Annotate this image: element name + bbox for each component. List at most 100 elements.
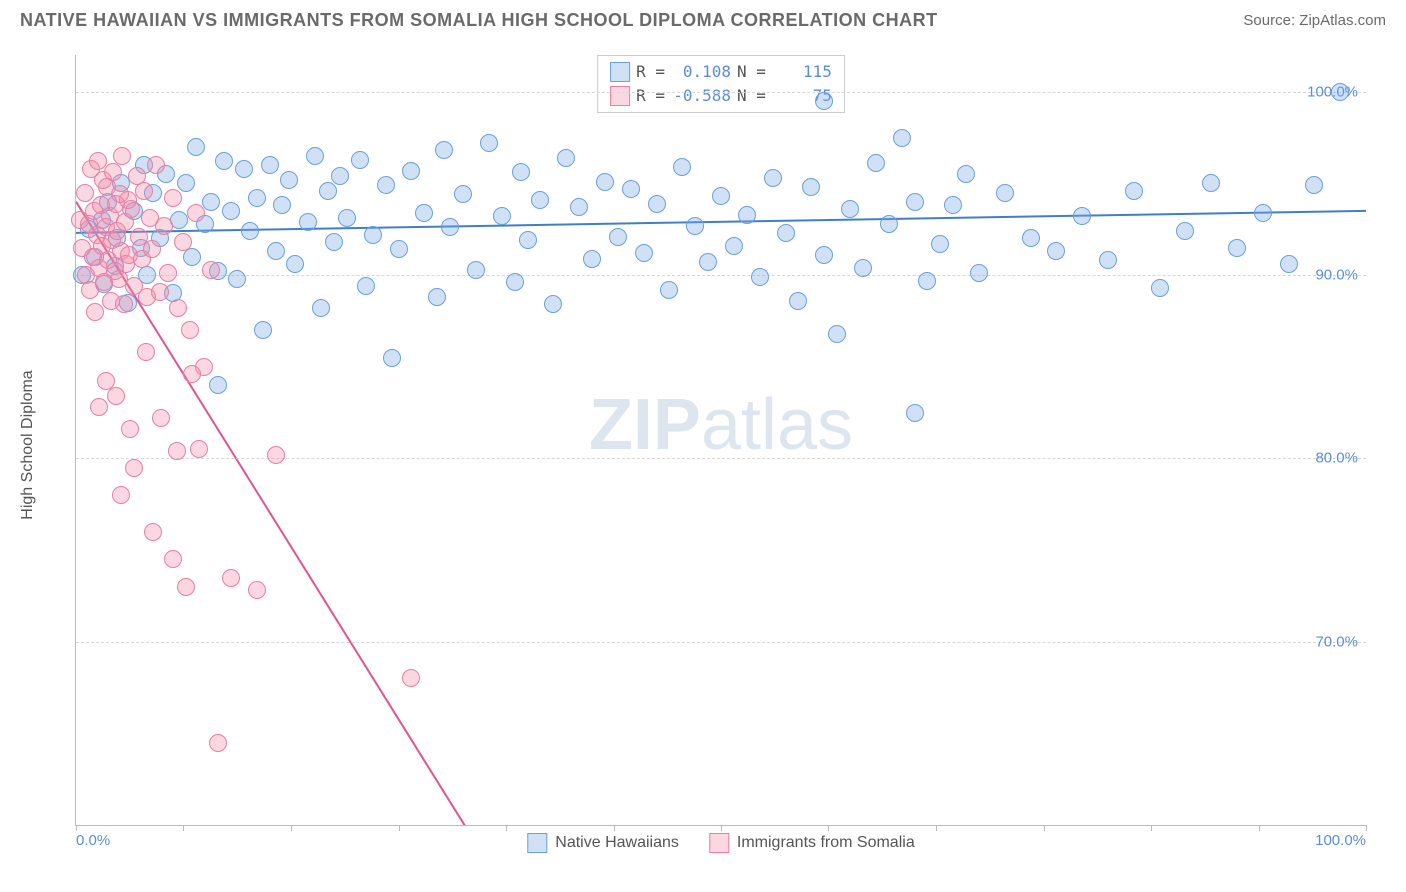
point-native-hawaiian: [390, 240, 408, 258]
point-native-hawaiian: [273, 196, 291, 214]
chart-source: Source: ZipAtlas.com: [1243, 12, 1386, 29]
point-native-hawaiian: [235, 160, 253, 178]
x-tick-mark: [399, 825, 400, 831]
point-somalia: [122, 200, 140, 218]
watermark-bold: ZIP: [589, 385, 701, 465]
point-native-hawaiian: [428, 288, 446, 306]
x-tick-mark: [721, 825, 722, 831]
point-native-hawaiian: [454, 185, 472, 203]
point-native-hawaiian: [1047, 242, 1065, 260]
point-native-hawaiian: [789, 292, 807, 310]
point-native-hawaiian: [815, 92, 833, 110]
point-somalia: [187, 204, 205, 222]
point-native-hawaiian: [957, 165, 975, 183]
stats-row-2: R = -0.588 N = 75: [610, 84, 832, 108]
point-native-hawaiian: [377, 176, 395, 194]
point-native-hawaiian: [512, 163, 530, 181]
point-native-hawaiian: [596, 173, 614, 191]
point-somalia: [267, 446, 285, 464]
watermark-rest: atlas: [701, 385, 853, 465]
x-tick-max: 100.0%: [1315, 832, 1366, 849]
point-native-hawaiian: [1073, 207, 1091, 225]
point-native-hawaiian: [1099, 251, 1117, 269]
point-somalia: [151, 283, 169, 301]
point-native-hawaiian: [402, 162, 420, 180]
point-native-hawaiian: [583, 250, 601, 268]
point-native-hawaiian: [712, 187, 730, 205]
point-somalia: [115, 295, 133, 313]
point-somalia: [190, 440, 208, 458]
point-native-hawaiian: [725, 237, 743, 255]
legend-bottom-label-2: Immigrants from Somalia: [737, 834, 915, 852]
legend-item-1: Native Hawaiians: [527, 833, 679, 853]
point-somalia: [202, 261, 220, 279]
legend-swatch-1: [610, 62, 630, 82]
point-native-hawaiian: [280, 171, 298, 189]
n-label-1: N =: [737, 60, 766, 84]
point-somalia: [135, 182, 153, 200]
point-native-hawaiian: [267, 242, 285, 260]
point-native-hawaiian: [1228, 239, 1246, 257]
point-somalia: [143, 240, 161, 258]
point-native-hawaiian: [209, 376, 227, 394]
point-somalia: [209, 734, 227, 752]
point-somalia: [144, 523, 162, 541]
point-native-hawaiian: [751, 268, 769, 286]
point-native-hawaiian: [441, 218, 459, 236]
point-native-hawaiian: [1202, 174, 1220, 192]
point-somalia: [121, 420, 139, 438]
point-native-hawaiian: [306, 147, 324, 165]
point-native-hawaiian: [299, 213, 317, 231]
x-tick-mark: [1044, 825, 1045, 831]
point-native-hawaiian: [364, 226, 382, 244]
point-somalia: [137, 343, 155, 361]
bottom-legend: Native Hawaiians Immigrants from Somalia: [527, 833, 914, 853]
point-native-hawaiian: [944, 196, 962, 214]
point-native-hawaiian: [931, 235, 949, 253]
point-native-hawaiian: [738, 206, 756, 224]
point-native-hawaiian: [673, 158, 691, 176]
y-tick-label: 70.0%: [1315, 633, 1358, 650]
point-somalia: [168, 442, 186, 460]
point-somalia: [155, 217, 173, 235]
point-native-hawaiian: [867, 154, 885, 172]
r-label-1: R =: [636, 60, 665, 84]
point-native-hawaiian: [177, 174, 195, 192]
point-somalia: [147, 156, 165, 174]
point-somalia: [86, 303, 104, 321]
point-native-hawaiian: [893, 129, 911, 147]
point-native-hawaiian: [686, 217, 704, 235]
chart-header: NATIVE HAWAIIAN VS IMMIGRANTS FROM SOMAL…: [0, 0, 1406, 36]
point-native-hawaiian: [357, 277, 375, 295]
chart-title: NATIVE HAWAIIAN VS IMMIGRANTS FROM SOMAL…: [20, 10, 938, 31]
point-native-hawaiian: [480, 134, 498, 152]
point-native-hawaiian: [699, 253, 717, 271]
plot-area: ZIPatlas R = 0.108 N = 115 R = -0.588 N …: [75, 55, 1366, 826]
source-label: Source:: [1243, 12, 1295, 29]
point-native-hawaiian: [531, 191, 549, 209]
x-tick-mark: [614, 825, 615, 831]
point-native-hawaiian: [467, 261, 485, 279]
point-native-hawaiian: [519, 231, 537, 249]
stats-legend: R = 0.108 N = 115 R = -0.588 N = 75: [597, 55, 845, 113]
gridline: [76, 92, 1366, 93]
point-native-hawaiian: [1022, 229, 1040, 247]
point-somalia: [164, 550, 182, 568]
point-somalia: [107, 387, 125, 405]
x-tick-mark: [936, 825, 937, 831]
point-native-hawaiian: [312, 299, 330, 317]
point-native-hawaiian: [1151, 279, 1169, 297]
point-native-hawaiian: [609, 228, 627, 246]
point-somalia: [164, 189, 182, 207]
y-tick-label: 80.0%: [1315, 450, 1358, 467]
legend-bottom-swatch-2: [709, 833, 729, 853]
r-value-2: -0.588: [671, 84, 731, 108]
point-somalia: [177, 578, 195, 596]
point-native-hawaiian: [1176, 222, 1194, 240]
point-native-hawaiian: [1254, 204, 1272, 222]
point-native-hawaiian: [970, 264, 988, 282]
chart-area: High School Diploma ZIPatlas R = 0.108 N…: [20, 45, 1386, 845]
gridline: [76, 642, 1366, 643]
point-native-hawaiian: [319, 182, 337, 200]
point-native-hawaiian: [828, 325, 846, 343]
